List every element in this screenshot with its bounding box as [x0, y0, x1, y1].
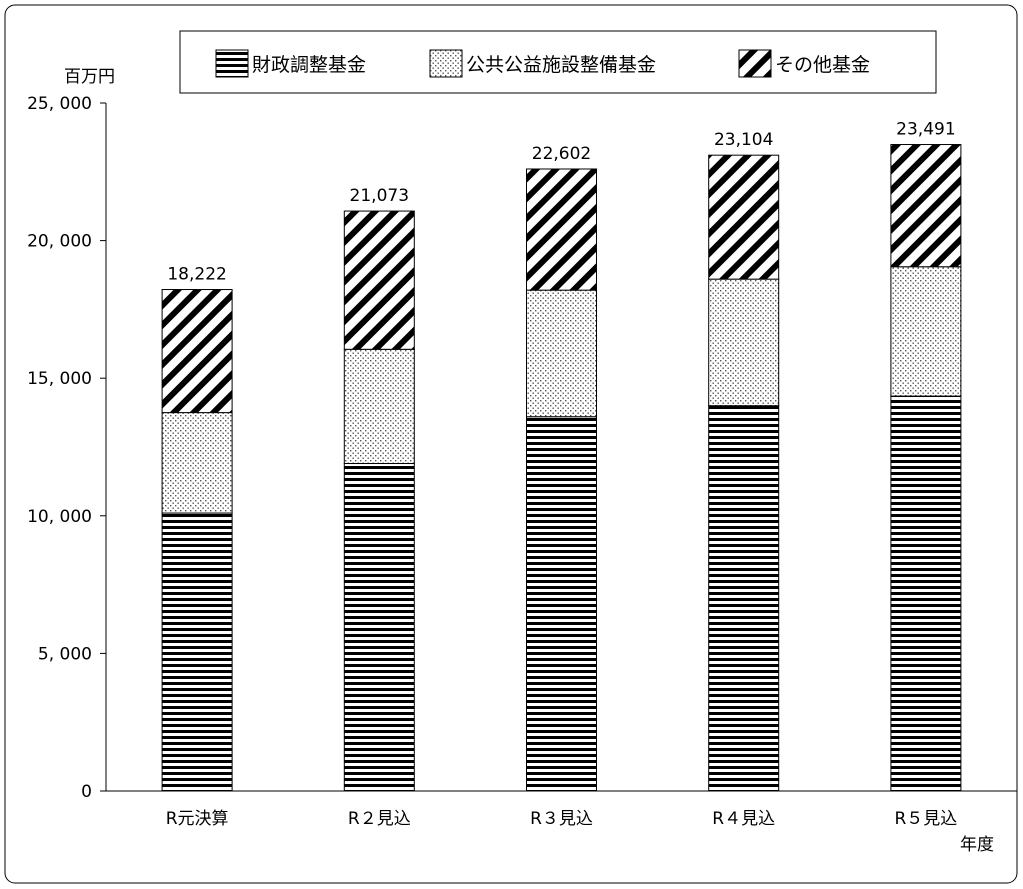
x-tick-label: R５見込 [894, 809, 957, 829]
y-tick-label: 20, 000 [27, 232, 92, 252]
bar-segment-diagonal-stripes [343, 210, 415, 350]
chart-border [4, 4, 1018, 884]
legend-swatch-dots [429, 49, 463, 78]
x-unit-label: 年度 [960, 835, 994, 855]
stacked-bar-chart: 財政調整基金 公共公益施設整備基金 その他基金 百万円 0 5, 000 10, 000… [4, 4, 1018, 884]
x-tick-label: R３見込 [530, 809, 593, 829]
bar-segment-dots [890, 266, 962, 397]
bar-segment-diagonal-stripes [708, 154, 780, 280]
bar-segment-horizontal-stripes [526, 416, 597, 792]
x-tick-label: R元決算 [166, 809, 229, 829]
bar-segment-dots [343, 348, 415, 465]
total-label: 23,104 [714, 130, 773, 150]
bar-segment-diagonal-stripes [161, 289, 233, 414]
y-tick-label: 25, 000 [27, 94, 92, 114]
legend-label: その他基金 [775, 54, 870, 76]
y-tick-label: 15, 000 [27, 369, 92, 389]
bar-segment-horizontal-stripes [708, 405, 780, 792]
legend-label: 財政調整基金 [252, 54, 366, 76]
y-unit-label: 百万円 [64, 67, 115, 87]
bars [161, 144, 962, 792]
y-ticks: 0 5, 000 10, 000 15, 000 20, 000 25, 000 [27, 94, 106, 802]
x-tick-label: R２見込 [348, 809, 411, 829]
total-label: 22,602 [532, 144, 591, 164]
legend-swatch-diagonal-stripes [738, 49, 772, 78]
bar-segment-dots [161, 412, 233, 514]
bar-segment-horizontal-stripes [890, 395, 962, 792]
chart-frame: 財政調整基金 公共公益施設整備基金 その他基金 百万円 0 5, 000 10, 000… [4, 4, 1019, 885]
legend-box [179, 30, 937, 94]
y-tick-label: 5, 000 [38, 644, 92, 664]
bar-segment-diagonal-stripes [890, 144, 962, 268]
bar-segment-horizontal-stripes [343, 463, 415, 792]
x-tick-label: R４見込 [712, 809, 775, 829]
legend: 財政調整基金 公共公益施設整備基金 その他基金 [215, 49, 870, 78]
legend-swatch-horizontal-stripes [215, 49, 249, 78]
total-label: 18,222 [167, 265, 226, 285]
bar-segment-dots [708, 278, 780, 407]
total-labels: 18,222 21,073 22,602 23,104 23,491 [167, 120, 955, 285]
y-tick-label: 0 [81, 782, 92, 802]
total-label: 23,491 [896, 120, 955, 140]
bar-segment-dots [526, 289, 597, 418]
x-labels: R元決算 R２見込 R３見込 R４見込 R５見込 [166, 809, 958, 829]
bar-segment-diagonal-stripes [526, 168, 597, 291]
legend-label: 公共公益施設整備基金 [466, 54, 656, 76]
total-label: 21,073 [350, 186, 409, 206]
y-tick-label: 10, 000 [27, 507, 92, 527]
bar-segment-horizontal-stripes [161, 512, 233, 792]
